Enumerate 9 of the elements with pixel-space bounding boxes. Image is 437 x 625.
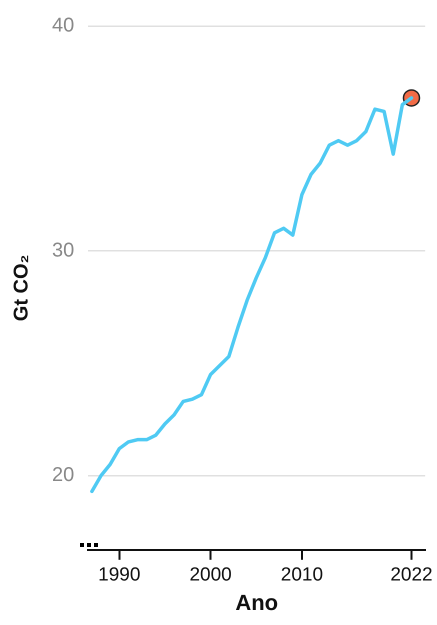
x-tick-label: 2022 (390, 564, 433, 586)
y-tick-label: 30 (52, 239, 74, 262)
y-axis-title: Gt CO₂ (10, 254, 33, 322)
y-tick-label: 20 (52, 464, 74, 486)
x-axis-title: Ano (235, 590, 278, 615)
y-tick-label: 40 (52, 14, 74, 37)
x-tick-label: 2010 (280, 564, 324, 586)
x-tick-label: 1990 (98, 564, 140, 586)
x-tick-label: 2000 (189, 564, 232, 586)
